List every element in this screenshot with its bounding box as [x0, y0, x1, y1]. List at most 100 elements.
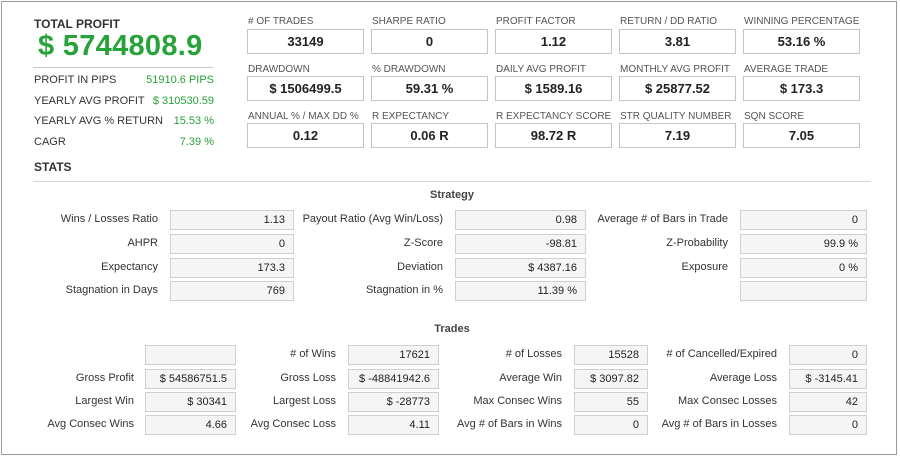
trades-value: $ 54586751.5: [145, 369, 236, 389]
strategy-value: 1.13: [170, 210, 294, 230]
trades-value: $ -48841942.6: [348, 369, 439, 389]
summary-row-label: PROFIT IN PIPS: [34, 74, 117, 86]
kpi-value: 98.72 R: [495, 123, 612, 148]
trades-label: Gross Loss: [280, 372, 336, 384]
trades-label: # of Cancelled/Expired: [666, 348, 777, 360]
kpi-value: 7.19: [619, 123, 736, 148]
kpi-value: 53.16 %: [743, 29, 860, 54]
kpi-label: WINNING PERCENTAGE: [744, 16, 860, 27]
summary-row-label: YEARLY AVG PROFIT: [34, 95, 145, 107]
strategy-value: 0: [170, 234, 294, 254]
summary-row-value: 15.53 %: [173, 115, 214, 127]
trades-value: 4.11: [348, 415, 439, 435]
trades-label: Average Win: [499, 372, 562, 384]
kpi-label: DRAWDOWN: [248, 64, 310, 75]
total-profit-value: $ 5744808.9: [38, 30, 203, 62]
kpi-value: 3.81: [619, 29, 736, 54]
trades-title: Trades: [434, 323, 470, 335]
trades-value: 17621: [348, 345, 439, 365]
trades-value: 15528: [574, 345, 648, 365]
strategy-label: Stagnation in %: [365, 284, 443, 296]
kpi-value: 0: [371, 29, 488, 54]
trades-label: Avg Consec Loss: [250, 418, 336, 430]
strategy-label: AHPR: [127, 237, 158, 249]
kpi-value: $ 1589.16: [495, 76, 612, 101]
kpi-label: # OF TRADES: [248, 16, 314, 27]
stats-title: STATS: [34, 160, 72, 174]
strategy-label: Wins / Losses Ratio: [60, 213, 158, 225]
trades-label: Max Consec Wins: [473, 395, 562, 407]
trades-value: $ 3097.82: [574, 369, 648, 389]
strategy-label: Deviation: [397, 261, 443, 273]
strategy-label: Stagnation in Days: [65, 284, 158, 296]
trades-value: 0: [789, 415, 867, 435]
kpi-value: $ 25877.52: [619, 76, 736, 101]
summary-row-yearly-return: YEARLY AVG % RETURN 15.53 %: [34, 115, 214, 127]
kpi-label: PROFIT FACTOR: [496, 16, 576, 27]
strategy-value: 0 %: [740, 258, 867, 278]
kpi-label: R EXPECTANCY: [372, 111, 450, 122]
strategy-value: [740, 281, 867, 301]
trades-label: Avg # of Bars in Losses: [661, 418, 777, 430]
trades-label: # of Wins: [290, 348, 336, 360]
trades-label: Average Loss: [709, 372, 777, 384]
strategy-label: Exposure: [681, 261, 728, 273]
kpi-label: ANNUAL % / MAX DD %: [248, 111, 359, 122]
trades-value: 55: [574, 392, 648, 412]
trades-value: $ 30341: [145, 392, 236, 412]
kpi-value: 0.06 R: [371, 123, 488, 148]
trades-label: Largest Loss: [273, 395, 336, 407]
strategy-label: Expectancy: [101, 261, 158, 273]
trades-value: 0: [574, 415, 648, 435]
kpi-value: $ 1506499.5: [247, 76, 364, 101]
summary-row-label: YEARLY AVG % RETURN: [34, 115, 163, 127]
strategy-value: 99.9 %: [740, 234, 867, 254]
trades-value: 0: [789, 345, 867, 365]
summary-row-value: 7.39 %: [179, 136, 214, 148]
strategy-label: Average # of Bars in Trade: [597, 213, 728, 225]
trades-value: [145, 345, 236, 365]
strategy-value: $ 4387.16: [455, 258, 586, 278]
summary-row-label: CAGR: [34, 136, 66, 148]
kpi-value: 33149: [247, 29, 364, 54]
stats-divider: [33, 181, 871, 182]
strategy-value: 0.98: [455, 210, 586, 230]
trades-value: 42: [789, 392, 867, 412]
summary-row-cagr: CAGR 7.39 %: [34, 136, 214, 148]
kpi-label: SQN SCORE: [744, 111, 805, 122]
trades-label: Gross Profit: [75, 372, 134, 384]
kpi-label: % DRAWDOWN: [372, 64, 446, 75]
strategy-value: 173.3: [170, 258, 294, 278]
kpi-value: 1.12: [495, 29, 612, 54]
strategy-title: Strategy: [429, 189, 475, 201]
trades-value: $ -28773: [348, 392, 439, 412]
kpi-value: 59.31 %: [371, 76, 488, 101]
total-profit-label: TOTAL PROFIT: [34, 17, 120, 31]
summary-row-value: 51910.6 PIPS: [146, 74, 214, 86]
strategy-value: 0: [740, 210, 867, 230]
kpi-label: MONTHLY AVG PROFIT: [620, 64, 731, 75]
strategy-value: -98.81: [455, 234, 586, 254]
kpi-label: AVERAGE TRADE: [744, 64, 829, 75]
trades-value: 4.66: [145, 415, 236, 435]
kpi-value: $ 173.3: [743, 76, 860, 101]
strategy-label: Z-Probability: [666, 237, 728, 249]
kpi-value: 0.12: [247, 123, 364, 148]
trades-label: Max Consec Losses: [677, 395, 777, 407]
kpi-label: DAILY AVG PROFIT: [496, 64, 587, 75]
kpi-label: R EXPECTANCY SCORE: [496, 111, 612, 122]
strategy-label: Z-Score: [403, 237, 443, 249]
trades-label: Avg Consec Wins: [47, 418, 134, 430]
strategy-value: 769: [170, 281, 294, 301]
kpi-value: 7.05: [743, 123, 860, 148]
summary-divider: [33, 67, 213, 68]
strategy-label: Payout Ratio (Avg Win/Loss): [302, 213, 443, 225]
summary-row-value: $ 310530.59: [152, 95, 214, 107]
trades-value: $ -3145.41: [789, 369, 867, 389]
trades-label: Avg # of Bars in Wins: [457, 418, 562, 430]
kpi-label: SHARPE RATIO: [372, 16, 446, 27]
kpi-label: STR QUALITY NUMBER: [620, 111, 732, 122]
trades-label: Largest Win: [75, 395, 134, 407]
strategy-value: 11.39 %: [455, 281, 586, 301]
